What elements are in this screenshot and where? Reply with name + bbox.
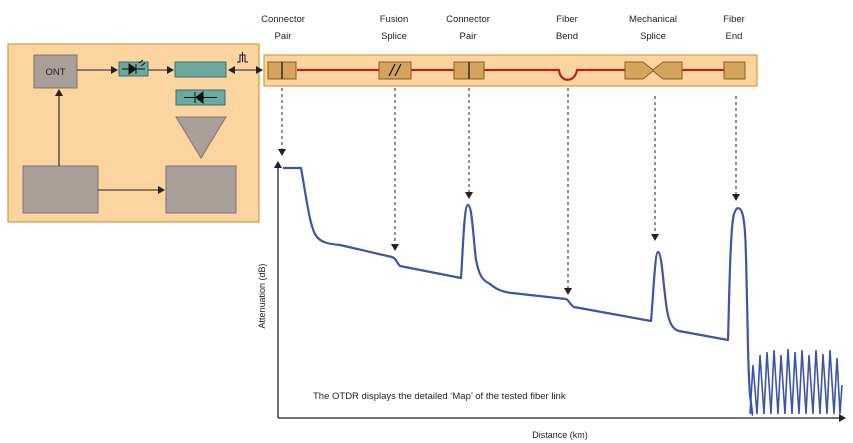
x-axis-label: Distance (km)	[532, 430, 588, 440]
connector-pair-1	[267, 61, 297, 80]
chart-note: The OTDR displays the detailed ‘Map’ of …	[313, 391, 566, 402]
fiber-line	[297, 68, 745, 81]
event-label-line2: Pair	[460, 31, 477, 42]
fusion-splice	[378, 61, 412, 80]
event-label-line1: Fiber	[556, 14, 578, 25]
otdr-chart: Attenuation (dB) Distance (km) The OTDR …	[257, 161, 846, 440]
otdr-trace-line	[283, 166, 754, 417]
ont-block	[33, 54, 78, 89]
mechanical-splice	[624, 61, 683, 80]
laser-diode-icon	[122, 59, 146, 75]
event-label-line1: Fiber	[723, 14, 745, 25]
fiber-link-panel	[263, 54, 758, 87]
event-label-line1: Mechanical	[629, 14, 677, 25]
event-label-line2: Splice	[381, 31, 407, 42]
event-label-line2: Pair	[275, 31, 292, 42]
event-label-line2: End	[726, 31, 743, 42]
y-axis-label: Attenuation (dB)	[257, 263, 267, 328]
event-label-line1: Connector	[261, 14, 305, 25]
event-label-line2: Bend	[556, 31, 578, 42]
event-label-line2: Splice	[640, 31, 666, 42]
connector-pair-2	[453, 61, 485, 80]
fiber-end-block	[723, 61, 746, 80]
signal-processing-block	[22, 165, 99, 214]
otdr-noise-floor	[749, 348, 843, 415]
photodiode-icon	[184, 90, 217, 105]
amplifier-triangle	[175, 116, 227, 159]
event-label-line1: Fusion	[380, 14, 409, 25]
pulse-icon	[237, 52, 248, 63]
event-labels: Connector Pair Fusion Splice Connector P…	[261, 14, 745, 42]
ont-label: ONT	[45, 67, 65, 78]
coupler-module	[174, 61, 227, 78]
event-label-line1: Connector	[446, 14, 490, 25]
otdr-instrument-panel: ONT	[7, 43, 263, 223]
sampling-block	[165, 165, 237, 214]
event-pointers	[278, 88, 740, 295]
